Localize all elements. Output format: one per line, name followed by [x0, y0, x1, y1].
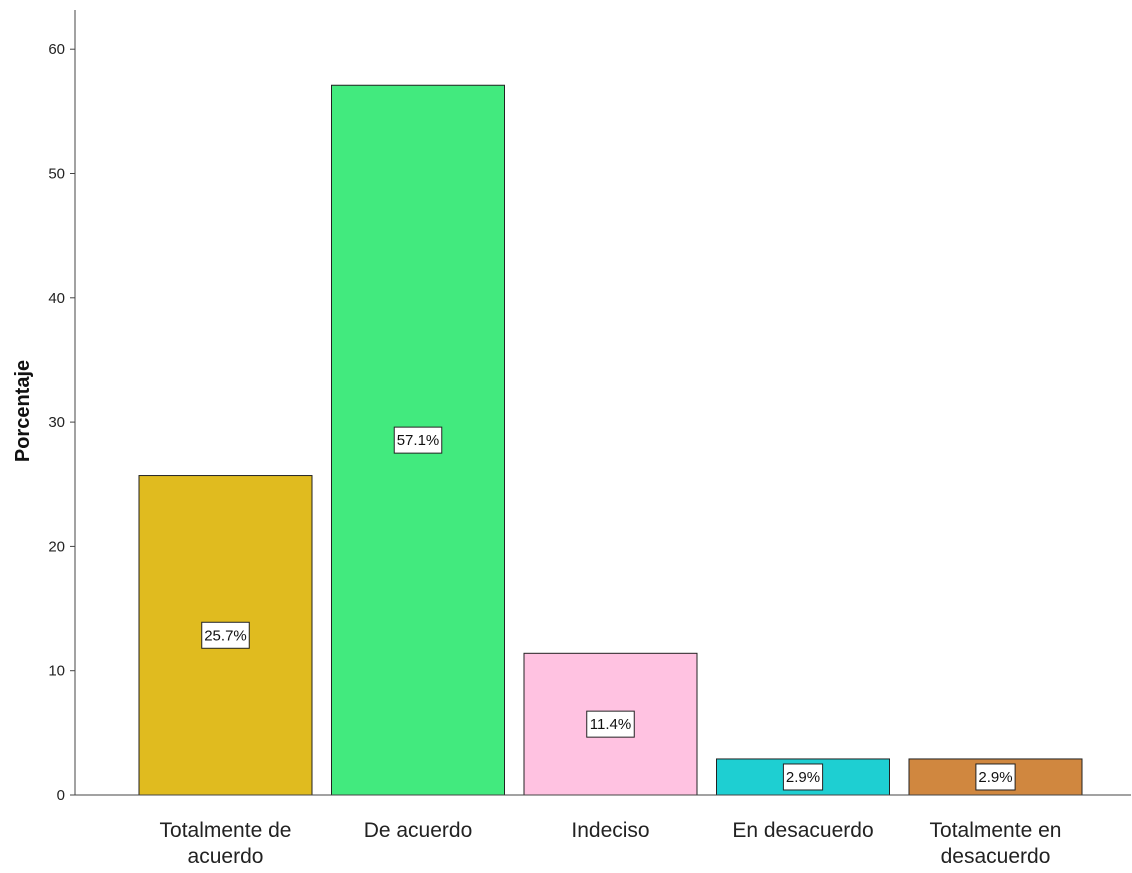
- y-tick-label: 30: [48, 414, 65, 431]
- x-category-label-line: desacuerdo: [941, 845, 1051, 868]
- y-tick-label: 20: [48, 538, 65, 555]
- data-label: 25.7%: [204, 627, 247, 644]
- data-label-box: [975, 763, 1016, 791]
- x-category-label-line: Indeciso: [571, 819, 649, 842]
- x-category-label-line: Totalmente de: [160, 819, 292, 842]
- data-label: 57.1%: [397, 432, 440, 449]
- data-label: 2.9%: [978, 769, 1012, 786]
- x-category-label: Totalmente en desacuerdo: [930, 819, 1062, 868]
- x-axis-category-labels: Totalmente de acuerdo De acuerdo Indeciso En…: [160, 819, 1062, 868]
- x-category-label-line: De acuerdo: [364, 819, 473, 842]
- x-category-label: En desacuerdo: [732, 819, 873, 842]
- y-tick-label: 50: [48, 166, 65, 183]
- y-axis-ticks: 0 10 20 30 40 50 60: [48, 41, 75, 804]
- y-axis-title: Porcentaje: [12, 360, 34, 462]
- data-label-box: [201, 621, 250, 649]
- y-tick-label: 60: [48, 41, 65, 58]
- x-category-label: De acuerdo: [364, 819, 473, 842]
- x-category-label: Indeciso: [571, 819, 649, 842]
- bars: [138, 84, 1083, 796]
- x-category-label-line: acuerdo: [188, 845, 264, 868]
- x-category-label-line: Totalmente en: [930, 819, 1062, 842]
- data-label: 11.4%: [590, 716, 631, 733]
- data-label-box: [586, 710, 635, 738]
- x-category-label-line: En desacuerdo: [732, 819, 873, 842]
- data-labels: 25.7% 57.1% 11.4% 2.9% 2.9%: [201, 426, 1016, 791]
- data-label: 2.9%: [786, 769, 820, 786]
- data-label-box: [393, 426, 443, 454]
- y-tick-label: 10: [48, 663, 65, 680]
- data-label-box: [782, 763, 824, 791]
- y-tick-label: 40: [48, 290, 65, 307]
- y-tick-label: 0: [57, 787, 65, 804]
- x-category-label: Totalmente de acuerdo: [160, 819, 292, 868]
